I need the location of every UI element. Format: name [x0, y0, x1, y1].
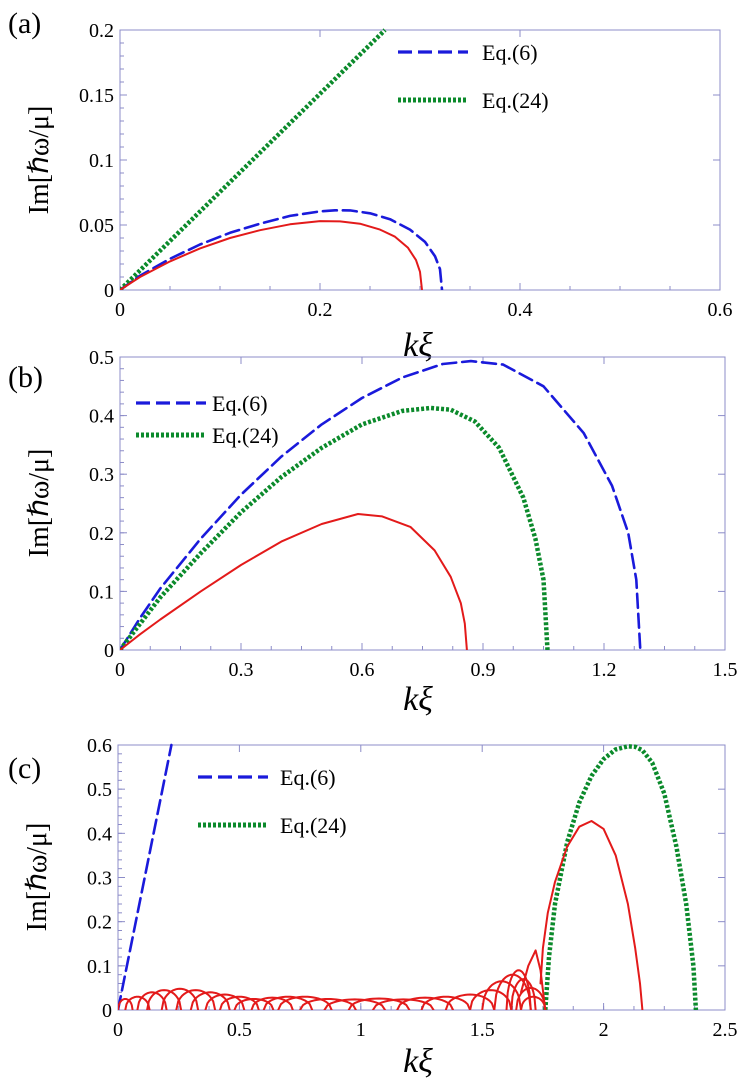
x-tick-label: 1.5 — [470, 1019, 495, 1041]
x-axis-label: kξ — [403, 327, 433, 364]
plot-frame — [119, 356, 726, 651]
series-eq-6--line — [120, 359, 642, 650]
x-axis-label: kξ — [403, 681, 433, 718]
series-eq-24--line — [120, 405, 550, 650]
y-axis-label: Im[ℏω/μ] — [24, 106, 55, 215]
legend-label: Eq.(6) — [212, 391, 268, 416]
series-eq-24--line — [120, 28, 387, 290]
x-tick-label: 0.9 — [471, 659, 496, 681]
y-tick-label: 0.2 — [87, 912, 112, 934]
y-tick-label: 0.15 — [79, 85, 114, 107]
x-tick-label: 0 — [115, 299, 125, 321]
y-axis-label: Im[ℏω/μ] — [24, 449, 55, 558]
branch-arch — [136, 991, 168, 1010]
y-tick-label: 0.4 — [87, 823, 112, 845]
y-tick-label: 0.1 — [89, 150, 114, 172]
branch-arch — [124, 995, 151, 1010]
panel-label: (c) — [8, 752, 41, 785]
x-tick-label: 1.2 — [592, 659, 617, 681]
branch-arch — [515, 986, 547, 1010]
x-tick-label: 0 — [113, 1019, 123, 1041]
y-tick-label: 0.1 — [89, 581, 114, 603]
branch-arch — [299, 998, 357, 1010]
branch-arch — [262, 995, 314, 1010]
y-tick-label: 0.3 — [87, 868, 112, 890]
y-tick-label: 0.2 — [89, 523, 114, 545]
y-tick-label: 0.6 — [87, 735, 112, 757]
series-numerical-main-line — [539, 820, 644, 1010]
y-tick-label: 0.4 — [89, 406, 114, 428]
legend-label: Eq.(6) — [280, 765, 336, 790]
x-tick-label: 1.5 — [713, 659, 738, 681]
x-tick-label: 0.6 — [708, 299, 733, 321]
plot-frame — [117, 744, 726, 1011]
branch-arch — [118, 998, 134, 1010]
y-tick-label: 0.5 — [89, 347, 114, 369]
y-tick-label: 0 — [104, 640, 114, 662]
series-eq-24--line — [543, 744, 699, 1010]
branch-arch — [469, 989, 513, 1010]
y-tick-label: 0.2 — [89, 20, 114, 42]
branch-spike — [520, 949, 547, 1010]
branch-arch — [420, 995, 472, 1010]
panel-b — [119, 356, 726, 651]
panel-label: (b) — [8, 361, 43, 394]
legend-label: Eq.(24) — [482, 88, 549, 113]
x-axis-label: kξ — [403, 1043, 433, 1080]
branch-arch — [347, 997, 411, 1010]
panel-c — [117, 743, 726, 1011]
x-tick-label: 2.5 — [713, 1019, 738, 1041]
legend-label: Eq.(6) — [482, 40, 538, 65]
branch-arch — [444, 993, 496, 1010]
branch-arch — [323, 998, 387, 1010]
plot-frame — [119, 29, 721, 291]
x-tick-label: 0 — [115, 659, 125, 681]
x-tick-label: 0.2 — [308, 299, 333, 321]
x-tick-label: 1 — [356, 1019, 366, 1041]
x-tick-label: 0.3 — [229, 659, 254, 681]
branch-arch — [520, 995, 547, 1010]
x-tick-label: 2 — [599, 1019, 609, 1041]
x-tick-label: 0.4 — [508, 299, 533, 321]
branch-arch — [219, 995, 260, 1010]
series-eq-6--line — [118, 743, 173, 1010]
series-numerical-line — [120, 513, 468, 650]
series-numerical-line — [120, 220, 423, 290]
branch-arch — [189, 991, 231, 1010]
legend-label: Eq.(24) — [212, 423, 279, 448]
series-eq-6--line — [120, 209, 444, 290]
y-tick-label: 0 — [104, 280, 114, 302]
legend-label: Eq.(24) — [280, 813, 347, 838]
y-tick-label: 0.1 — [87, 956, 112, 978]
branch-arch — [233, 998, 275, 1010]
branch-arch — [204, 993, 246, 1010]
y-tick-label: 0 — [102, 1000, 112, 1022]
x-tick-label: 0.5 — [227, 1019, 252, 1041]
panel-a — [119, 28, 721, 291]
x-tick-label: 0.6 — [350, 659, 375, 681]
curves — [118, 743, 699, 1010]
y-axis-label: Im[ℏω/μ] — [22, 823, 53, 932]
branch-arch — [396, 996, 455, 1010]
branch-arch — [146, 989, 183, 1010]
curves — [120, 359, 642, 650]
branch-arch — [175, 989, 217, 1010]
y-tick-label: 0.5 — [87, 779, 112, 801]
panel-label: (a) — [8, 7, 41, 40]
y-tick-label: 0.3 — [89, 464, 114, 486]
branch-arch — [160, 987, 200, 1010]
y-tick-label: 0.05 — [79, 215, 114, 237]
branch-arch — [371, 998, 435, 1010]
curves — [120, 28, 444, 290]
